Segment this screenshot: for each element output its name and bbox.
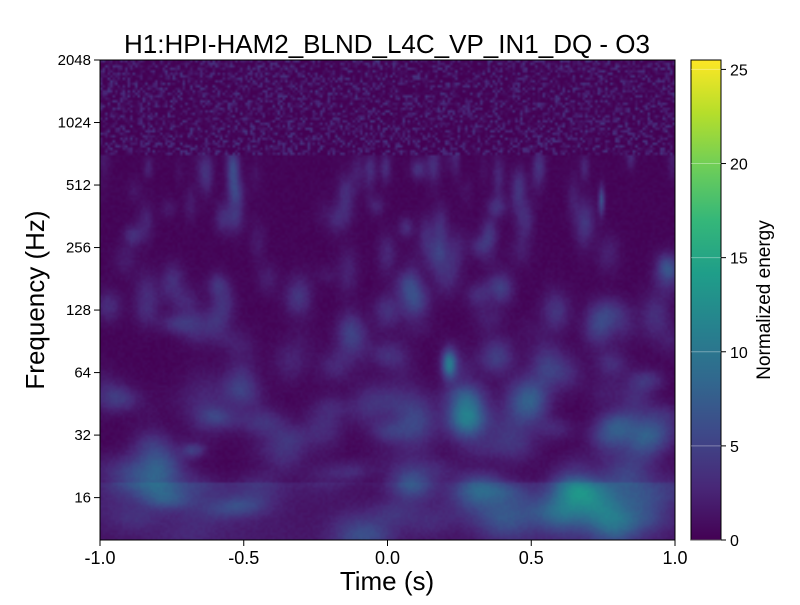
spectrogram-image (100, 60, 675, 540)
y-tick-label: 16 (74, 490, 91, 507)
y-tick-label: 256 (66, 240, 91, 257)
colorbar-label: Normalized energy (754, 220, 775, 380)
x-tick-label: -0.5 (228, 548, 259, 568)
colorbar-axis: 0 5 10 15 20 25 (691, 62, 748, 550)
y-tick-label: 2048 (58, 52, 91, 69)
x-axis: -1.0 -0.5 0.0 0.5 1.0 (84, 540, 688, 568)
x-tick-label: -1.0 (84, 548, 115, 568)
y-tick-label: 1024 (58, 115, 91, 132)
chart-title: H1:HPI-HAM2_BLND_L4C_VP_IN1_DQ - O3 (124, 29, 650, 59)
colorbar-tick-label: 5 (730, 439, 739, 456)
colorbar-tick-label: 10 (730, 345, 748, 362)
x-axis-label: Time (s) (340, 566, 434, 596)
x-tick-label: 0.5 (519, 548, 544, 568)
y-tick-label: 512 (66, 177, 91, 194)
y-axis-label: Frequency (Hz) (20, 210, 50, 389)
y-tick-label: 32 (74, 427, 91, 444)
colorbar (690, 59, 722, 541)
colorbar-tick-label: 0 (730, 533, 739, 550)
spectrogram-heatmap (100, 60, 675, 540)
x-tick-label: 0.0 (375, 548, 400, 568)
y-tick-label: 128 (66, 302, 91, 319)
y-tick-label: 64 (74, 365, 91, 382)
colorbar-tick-label: 25 (730, 62, 748, 79)
y-axis: 16 32 64 128 256 512 1024 2048 (58, 52, 100, 507)
colorbar-tick-label: 15 (730, 251, 748, 268)
x-tick-label: 1.0 (662, 548, 687, 568)
colorbar-tick-label: 20 (730, 157, 748, 174)
